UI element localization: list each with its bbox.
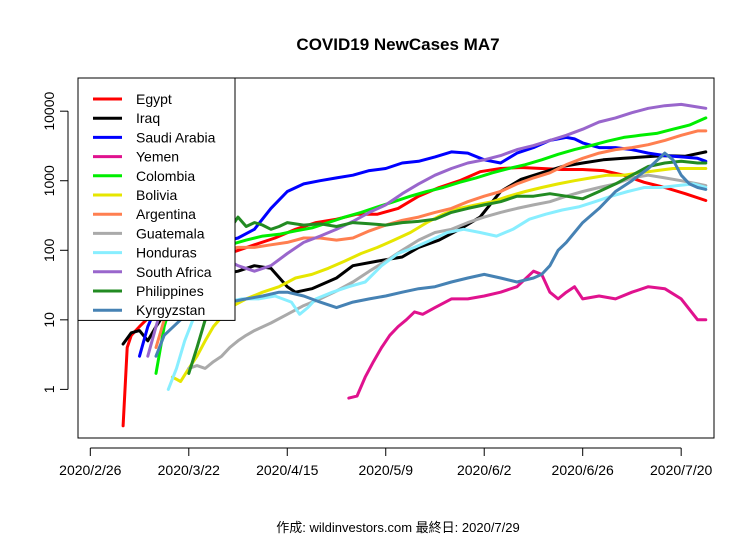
legend-label: South Africa [136, 264, 212, 280]
legend-label: Bolivia [136, 187, 177, 203]
legend-label: Honduras [136, 245, 197, 261]
legend-label: Argentina [136, 206, 196, 222]
series-line-guatemala [187, 173, 708, 370]
chart-title: COVID19 NewCases MA7 [296, 35, 499, 54]
legend-label: Egypt [136, 91, 172, 107]
legend-label: Philippines [136, 283, 204, 299]
y-tick-label: 1 [41, 385, 57, 393]
x-tick-label: 2020/7/20 [650, 462, 712, 478]
y-tick-label: 1000 [41, 165, 57, 196]
legend-label: Saudi Arabia [136, 129, 216, 145]
legend-label: Guatemala [136, 225, 205, 241]
legend-label: Iraq [136, 110, 160, 126]
series-line-bolivia [170, 167, 708, 383]
chart-caption: 作成: wildinvestors.com 最終日: 2020/7/29 [276, 520, 519, 535]
legend-label: Kyrgyzstan [136, 302, 205, 318]
legend-label: Colombia [136, 168, 195, 184]
y-tick-label: 10000 [41, 92, 57, 131]
x-tick-label: 2020/3/22 [158, 462, 220, 478]
x-tick-label: 2020/2/26 [59, 462, 121, 478]
series-line-yemen [347, 269, 708, 400]
legend-label: Yemen [136, 149, 179, 165]
y-tick-label: 100 [41, 238, 57, 262]
x-tick-label: 2020/6/2 [457, 462, 512, 478]
x-tick-label: 2020/4/15 [256, 462, 318, 478]
x-tick-label: 2020/6/26 [552, 462, 614, 478]
series-line-kyrgyzstan [154, 151, 708, 358]
series-line-philippines [187, 159, 708, 375]
axes: 2020/2/26 2020/3/22 2020/4/15 2020/5/9 2020/… [41, 92, 713, 478]
y-tick-label: 10 [41, 312, 57, 328]
series-line-colombia [154, 116, 708, 375]
x-tick-label: 2020/5/9 [358, 462, 413, 478]
legend: Egypt Iraq Saudi Arabia Yemen Colombia Bolivi… [77, 77, 236, 321]
